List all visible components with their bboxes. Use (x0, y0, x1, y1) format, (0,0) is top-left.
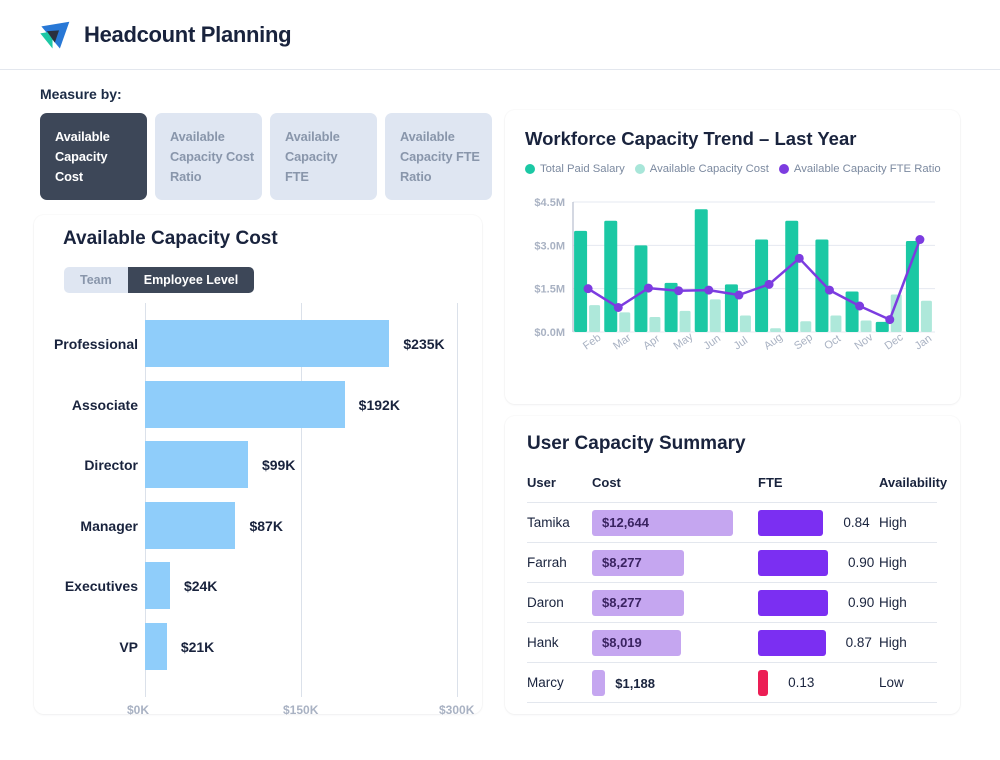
svg-text:$3.0M: $3.0M (534, 240, 565, 252)
svg-text:Jun: Jun (702, 332, 723, 352)
svg-text:Oct: Oct (822, 333, 843, 353)
svg-text:Dec: Dec (883, 331, 906, 352)
svg-text:Jan: Jan (913, 332, 934, 352)
svg-text:May: May (671, 330, 695, 352)
svg-text:Aug: Aug (762, 331, 785, 352)
svg-text:Feb: Feb (581, 332, 603, 353)
svg-text:Sep: Sep (792, 331, 815, 352)
svg-text:$1.5M: $1.5M (534, 284, 565, 296)
svg-text:$0.0M: $0.0M (534, 327, 565, 339)
svg-text:Apr: Apr (641, 333, 662, 353)
svg-text:$4.5M: $4.5M (534, 197, 565, 209)
svg-text:Mar: Mar (611, 332, 634, 353)
svg-text:Jul: Jul (732, 335, 750, 353)
svg-text:Nov: Nov (852, 331, 875, 352)
